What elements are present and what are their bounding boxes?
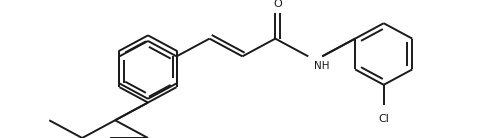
Text: NH: NH — [314, 61, 330, 71]
Text: O: O — [273, 0, 282, 9]
Text: Cl: Cl — [378, 114, 389, 124]
